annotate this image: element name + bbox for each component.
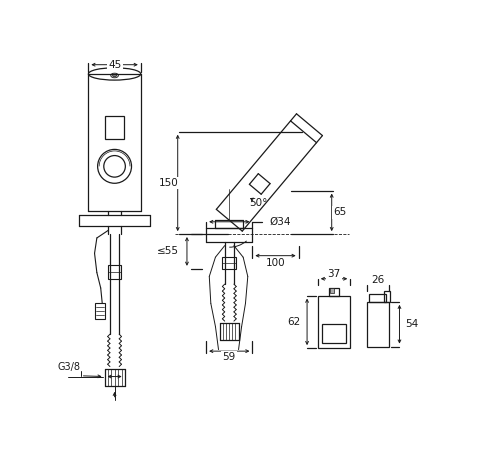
Bar [330,288,334,293]
Text: 62: 62 [288,317,301,327]
Bar [384,291,390,302]
Bar [222,257,236,269]
Ellipse shape [110,73,118,78]
Text: 50°: 50° [250,198,268,208]
Text: 45: 45 [108,60,121,70]
Ellipse shape [112,74,116,76]
Text: 65: 65 [334,208,347,218]
Text: 54: 54 [406,319,419,329]
Bar [106,116,124,139]
Text: 59: 59 [222,352,236,362]
Bar [108,265,120,279]
Text: 26: 26 [372,276,384,285]
Text: 100: 100 [266,258,285,268]
Text: G3/8: G3/8 [58,361,80,371]
Bar [330,288,338,296]
Bar [318,296,350,348]
Bar [322,323,346,343]
Text: 37: 37 [328,269,340,279]
Text: ≤55: ≤55 [158,247,180,256]
Bar [368,294,386,302]
Text: Ø34: Ø34 [270,217,291,227]
Text: 150: 150 [158,178,178,188]
Bar [94,304,106,319]
Bar [367,302,388,347]
